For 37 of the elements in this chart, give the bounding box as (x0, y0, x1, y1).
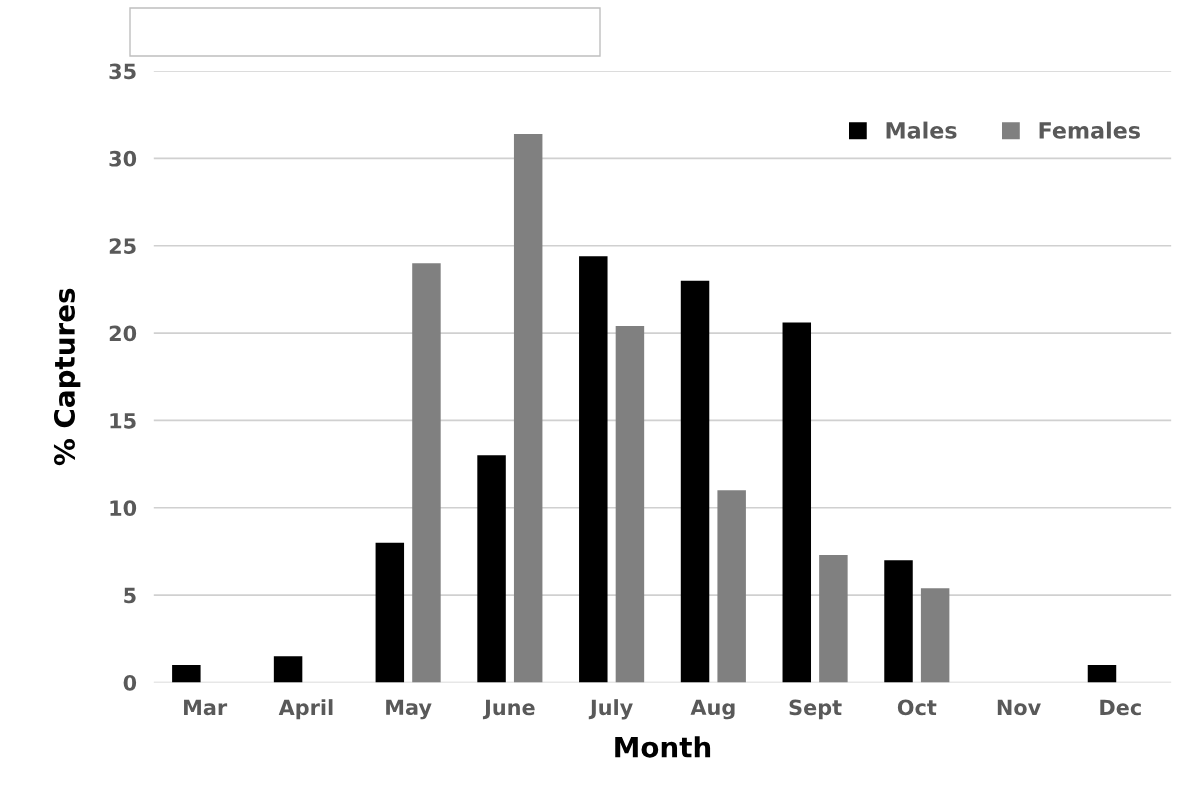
bar (412, 263, 441, 683)
bar (375, 542, 405, 683)
bar (579, 256, 608, 683)
bar (884, 560, 913, 683)
y-axis-title: % Captures (53, 288, 81, 466)
y-tick-label: 0 (123, 674, 137, 691)
bar (717, 490, 746, 683)
y-tick-label: 20 (109, 325, 137, 342)
bar (1087, 665, 1117, 683)
bar (477, 455, 506, 683)
bar (172, 665, 201, 683)
bar (273, 656, 303, 683)
x-axis-title: Month (615, 736, 711, 758)
x-tick-label: Nov (997, 699, 1041, 716)
x-tick-label: May (386, 699, 432, 720)
bar (513, 133, 543, 683)
y-tick-label: 30 (109, 150, 137, 167)
legend-label: Males (886, 121, 957, 139)
y-tick-label: 5 (124, 587, 136, 604)
y-tick-label: 15 (110, 413, 136, 429)
x-tick-label: Mar (184, 699, 228, 716)
x-tick-label: April (278, 699, 333, 720)
x-tick-label: June (482, 699, 535, 720)
legend-label: Females (1039, 121, 1140, 139)
x-tick-label: July (588, 699, 633, 720)
bar (819, 554, 848, 683)
x-tick-label: Sept (789, 699, 842, 720)
bar (782, 322, 812, 683)
x-tick-label: Dec (1100, 699, 1141, 716)
x-tick-label: Aug (690, 699, 735, 720)
x-tick-label: Oct (897, 699, 937, 716)
bar (680, 280, 710, 683)
y-tick-label: 35 (109, 63, 136, 80)
y-tick-label: 10 (110, 500, 137, 516)
bar (920, 588, 950, 683)
bar (615, 326, 645, 683)
y-tick-label: 25 (109, 238, 136, 254)
